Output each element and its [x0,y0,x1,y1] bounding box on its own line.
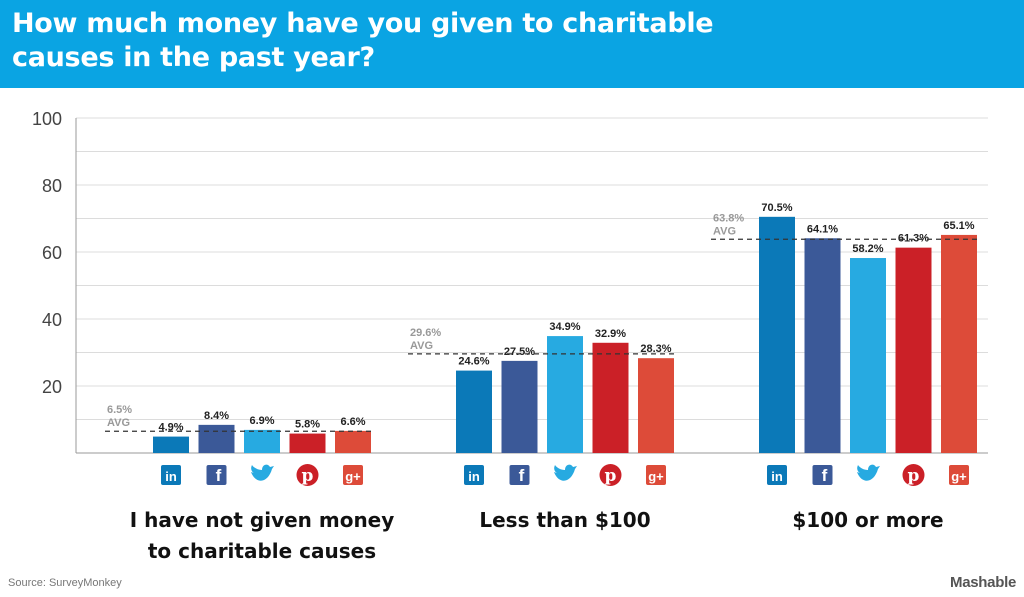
bar [153,436,189,453]
bar [501,360,538,453]
bar-chart: 20 40 60 80 100 4.9% in 8.4% f 6.9% 5.8% p 6.6% g+ 6.5… [32,109,988,563]
data-label: 5.8% [295,419,320,431]
bar [895,247,932,453]
average-tag-label: AVG [107,417,130,429]
data-label: 61.3% [898,233,929,245]
pinterest-icon [296,464,319,486]
facebook-icon [812,465,833,485]
category-label: Less than $100 [479,508,650,532]
pinterest-icon [902,464,925,486]
data-label: 65.1% [943,220,974,232]
average-tag-label: AVG [410,340,433,352]
linkedin-glyph: in [771,469,783,484]
facebook-icon [206,465,227,485]
pinterest-glyph: p [302,466,314,486]
bar [850,258,886,453]
bar [759,216,795,453]
bar [547,336,583,453]
facebook-glyph: f [519,466,525,485]
googleplus-icon [949,465,969,485]
bar [244,429,280,453]
data-label: 58.2% [852,243,883,255]
linkedin-glyph: in [165,469,177,484]
googleplus-icon [646,465,666,485]
chart-title-line-1: How much money have you given to charita… [12,8,714,39]
pinterest-glyph: p [908,466,920,486]
category-label: I have not given money [130,508,395,532]
data-label: 34.9% [549,321,580,333]
linkedin-icon [464,465,484,485]
title-banner: How much money have you given to charita… [0,0,1024,88]
y-tick-label: 60 [42,243,62,263]
data-label: 64.1% [807,223,838,235]
linkedin-icon [161,465,181,485]
data-label: 32.9% [595,328,626,340]
bar [198,424,235,453]
linkedin-glyph: in [468,469,480,484]
y-tick-label: 40 [42,310,62,330]
googleplus-icon [343,465,363,485]
data-label: 27.5% [504,346,535,358]
source-note: Source: SurveyMonkey [8,577,122,589]
data-label: 8.4% [204,410,229,422]
average-value-label: 63.8% [713,212,744,224]
data-label: 6.6% [340,416,365,428]
bar [941,234,977,453]
y-tick-label: 100 [32,109,62,129]
data-label: 70.5% [761,202,792,214]
average-value-label: 29.6% [410,327,441,339]
y-tick-label: 80 [42,176,62,196]
data-label: 4.9% [158,422,183,434]
bar [289,433,326,453]
data-label: 24.6% [458,356,489,368]
brand-logo: Mashable [950,574,1016,591]
googleplus-glyph: g+ [951,469,967,484]
twitter-icon [857,464,880,481]
category-label: $100 or more [792,508,943,532]
googleplus-glyph: g+ [648,469,664,484]
data-label: 6.9% [249,415,274,427]
bar [456,370,492,453]
pinterest-icon [599,464,622,486]
data-label: 28.3% [640,343,671,355]
average-tag-label: AVG [713,225,736,237]
bar [804,238,841,453]
y-tick-label: 20 [42,377,62,397]
average-value-label: 6.5% [107,404,132,416]
facebook-glyph: f [822,466,828,485]
chart-title-line-2: causes in the past year? [12,42,375,73]
category-label: to charitable causes [148,539,376,563]
linkedin-icon [767,465,787,485]
bar [592,342,629,453]
twitter-icon [554,464,577,481]
twitter-icon [251,464,274,481]
googleplus-glyph: g+ [345,469,361,484]
bar [638,358,674,453]
facebook-glyph: f [216,466,222,485]
facebook-icon [509,465,530,485]
chart-title: How much money have you given to charita… [12,7,1012,75]
bar [335,430,371,453]
pinterest-glyph: p [605,466,617,486]
